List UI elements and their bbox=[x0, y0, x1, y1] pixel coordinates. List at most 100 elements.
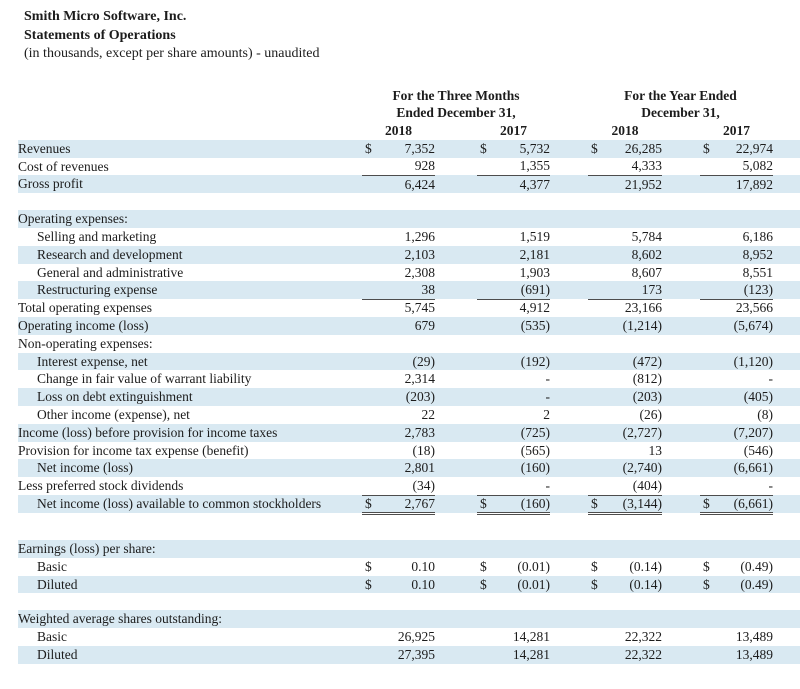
column-gap bbox=[662, 210, 700, 228]
row-end bbox=[773, 246, 800, 264]
column-gap bbox=[435, 406, 477, 424]
value-text: 23,166 bbox=[624, 300, 662, 316]
column-gap bbox=[662, 140, 700, 158]
value-cell: 22 bbox=[362, 406, 436, 424]
column-gap bbox=[662, 158, 700, 176]
dollar-sign: $ bbox=[591, 140, 598, 156]
title-block: Smith Micro Software, Inc. Statements of… bbox=[24, 8, 800, 64]
value-cell: - bbox=[477, 388, 551, 406]
value-cell: (26) bbox=[588, 406, 663, 424]
value-cell: 2,783 bbox=[362, 424, 435, 442]
row-label: Weighted average shares outstanding: bbox=[18, 611, 222, 627]
value-cell: 22,322 bbox=[588, 646, 662, 664]
table-row: Research and development 2,103 2,181 8,602 8… bbox=[18, 245, 800, 264]
column-gap bbox=[662, 646, 700, 664]
value-cell: (405) bbox=[700, 388, 773, 406]
value-text: (0.01) bbox=[517, 558, 550, 574]
period-header-line: For the Three Months bbox=[392, 87, 520, 103]
value-cell bbox=[362, 210, 435, 228]
value-cell: (565) bbox=[477, 442, 550, 460]
value-text: (472) bbox=[632, 353, 662, 369]
value-text: - bbox=[545, 389, 551, 405]
column-gap bbox=[435, 370, 477, 388]
row-label: Non-operating expenses: bbox=[18, 335, 153, 351]
dollar-sign: $ bbox=[591, 558, 598, 574]
value-text: 23,566 bbox=[735, 300, 773, 316]
column-gap bbox=[435, 335, 477, 353]
value-cell: $ (0.49) bbox=[700, 558, 773, 576]
table-row: Revenues $7,352 $5,732 $26,285 $22,974 bbox=[18, 139, 800, 158]
value-cell: 4,377 bbox=[477, 175, 550, 193]
column-gap bbox=[550, 646, 588, 664]
table-row: Change in fair value of warrant liabilit… bbox=[18, 370, 800, 388]
column-gap bbox=[662, 576, 700, 594]
value-text: 7,352 bbox=[404, 140, 435, 156]
year-header-yr-2018: 2018 bbox=[611, 122, 639, 138]
value-cell bbox=[700, 610, 773, 628]
column-gap bbox=[435, 558, 477, 576]
value-text: (0.14) bbox=[629, 558, 662, 574]
value-text: 14,281 bbox=[512, 646, 550, 662]
column-gap bbox=[550, 628, 588, 646]
value-text: (2,727) bbox=[622, 424, 662, 440]
value-text: 27,395 bbox=[397, 646, 435, 662]
year-header-yr-2017: 2017 bbox=[723, 122, 750, 138]
column-gap bbox=[435, 353, 477, 371]
row-end bbox=[773, 335, 800, 353]
value-text: 2,801 bbox=[404, 460, 435, 476]
table-row: Selling and marketing 1,296 1,519 5,784 6,18… bbox=[18, 228, 800, 246]
value-cell: 14,281 bbox=[477, 646, 550, 664]
value-cell: 5,784 bbox=[588, 228, 662, 246]
value-text: 4,377 bbox=[519, 176, 550, 192]
value-text: (404) bbox=[632, 477, 662, 493]
column-gap bbox=[662, 424, 700, 442]
value-cell: $ (3,144) bbox=[588, 495, 662, 515]
value-text: - bbox=[545, 477, 551, 493]
value-text: 17,892 bbox=[735, 176, 773, 192]
value-cell: $26,285 bbox=[588, 140, 662, 158]
dollar-sign: $ bbox=[591, 576, 598, 592]
value-cell bbox=[362, 335, 435, 353]
table-row: Less preferred stock dividends (34) - (404)… bbox=[18, 477, 800, 496]
value-cell: 13,489 bbox=[700, 628, 773, 646]
column-gap bbox=[435, 281, 477, 299]
column-gap bbox=[435, 388, 477, 406]
value-cell: (5,674) bbox=[700, 317, 773, 335]
column-gap bbox=[550, 264, 588, 282]
row-end bbox=[773, 175, 800, 193]
company-name: Smith Micro Software, Inc. bbox=[24, 9, 187, 24]
column-gap bbox=[550, 335, 588, 353]
column-gap bbox=[662, 388, 700, 406]
value-cell: - bbox=[477, 370, 551, 388]
value-text: 5,784 bbox=[631, 228, 662, 244]
table-row: Net income (loss) 2,801 (160) (2,740) (6,661… bbox=[18, 459, 800, 478]
table-row: Cost of revenues 928 1,355 4,333 5,082 bbox=[18, 157, 800, 176]
value-cell: (812) bbox=[588, 370, 662, 388]
column-gap bbox=[662, 540, 700, 558]
value-text: (7,207) bbox=[733, 424, 773, 440]
table-row: Provision for income tax expense (benefi… bbox=[18, 442, 800, 460]
dollar-sign: $ bbox=[480, 495, 487, 511]
value-cell: $ (0.14) bbox=[588, 558, 662, 576]
value-cell: 13,489 bbox=[700, 646, 773, 664]
period-header-year-ended: For the Year Ended December 31, bbox=[588, 87, 773, 123]
column-gap bbox=[435, 246, 477, 264]
spacer-cell bbox=[18, 593, 800, 610]
value-cell: (203) bbox=[362, 388, 435, 406]
value-cell: (34) bbox=[362, 477, 435, 496]
column-gap bbox=[662, 281, 700, 299]
value-cell bbox=[588, 210, 662, 228]
value-text: (0.14) bbox=[629, 576, 662, 592]
value-text: 2,181 bbox=[519, 246, 550, 262]
value-cell: 13 bbox=[588, 442, 663, 460]
value-text: 8,607 bbox=[631, 264, 662, 280]
value-text: (691) bbox=[520, 282, 550, 298]
value-cell: 679 bbox=[362, 317, 435, 335]
dollar-sign: $ bbox=[703, 576, 710, 592]
row-label: Operating expenses: bbox=[18, 211, 128, 227]
value-text: 13 bbox=[648, 442, 663, 458]
value-text: 1,355 bbox=[519, 158, 550, 174]
column-gap bbox=[662, 335, 700, 353]
value-text: 5,732 bbox=[519, 140, 550, 156]
column-gap bbox=[550, 495, 588, 513]
